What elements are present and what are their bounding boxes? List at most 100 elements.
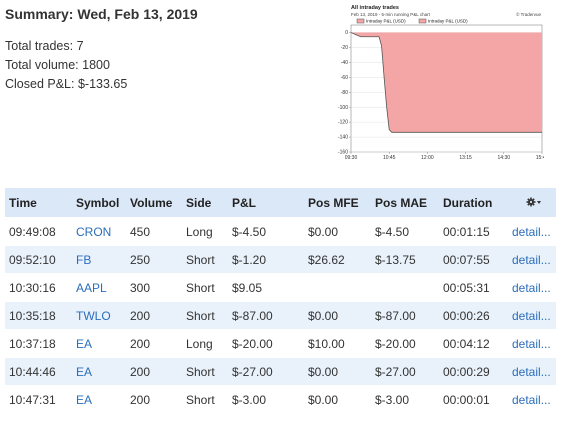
table-header-row: Time Symbol Volume Side P&L Pos MFE Pos … (5, 188, 556, 218)
cell-pos-mfe: $0.00 (304, 385, 371, 413)
cell-side: Short (182, 385, 228, 413)
detail-link[interactable]: detail... (508, 273, 556, 302)
summary-stats: Total trades: 7 Total volume: 1800 Close… (5, 37, 198, 94)
cell-pos-mfe: $0.00 (304, 357, 371, 386)
table-row: 10:37:18 EA 200 Long $-20.00 $10.00 $-20… (5, 329, 556, 358)
table-row: 10:30:16 AAPL 300 Short $9.05 00:05:31 d… (5, 273, 556, 302)
cell-side: Short (182, 301, 228, 330)
cell-side: Long (182, 217, 228, 246)
header-volume[interactable]: Volume (130, 195, 173, 210)
y-tick-label: 0 (345, 30, 348, 36)
y-tick-label: -100 (338, 105, 348, 111)
table-row: 09:49:08 CRON 450 Long $-4.50 $0.00 $-4.… (5, 217, 556, 246)
settings-menu-button[interactable] (508, 188, 556, 218)
header-pos-mfe[interactable]: Pos MFE (308, 195, 359, 210)
cell-duration: 00:04:12 (439, 329, 508, 358)
cell-pos-mae (371, 273, 439, 302)
legend-swatch-2 (418, 18, 427, 24)
summary-panel: Summary: Wed, Feb 13, 2019 Total trades:… (5, 6, 198, 94)
symbol-link[interactable]: CRON (72, 217, 126, 246)
detail-link[interactable]: detail... (508, 217, 556, 246)
detail-link[interactable]: detail... (508, 385, 556, 413)
cell-time: 10:47:31 (5, 385, 72, 413)
table-row: 10:47:31 EA 200 Short $-3.00 $0.00 $-3.0… (5, 385, 556, 413)
legend-entry-2: Intraday P&L (USD) (428, 19, 468, 24)
cell-pos-mfe: $0.00 (304, 217, 371, 246)
cell-pnl: $-1.20 (228, 245, 304, 274)
y-tick-label: -20 (341, 45, 348, 51)
detail-link[interactable]: detail... (508, 329, 556, 358)
cell-time: 10:30:16 (5, 273, 72, 302)
header-side[interactable]: Side (186, 195, 212, 210)
cell-side: Short (182, 245, 228, 274)
cell-volume: 300 (126, 273, 182, 302)
cell-pos-mae: $-20.00 (371, 329, 439, 358)
table-row: 09:52:10 FB 250 Short $-1.20 $26.62 $-13… (5, 245, 556, 274)
summary-title: Summary: Wed, Feb 13, 2019 (5, 6, 198, 22)
x-tick-label: 15:45 (536, 155, 544, 161)
cell-time: 09:49:08 (5, 217, 72, 246)
header-pos-mae[interactable]: Pos MAE (375, 195, 428, 210)
cell-pos-mfe (304, 273, 371, 302)
cell-volume: 450 (126, 217, 182, 246)
detail-link[interactable]: detail... (508, 301, 556, 330)
closed-pnl: Closed P&L: $-133.65 (5, 77, 128, 91)
total-volume: Total volume: 1800 (5, 58, 110, 72)
symbol-link[interactable]: EA (72, 385, 126, 413)
trades-table-container: Time Symbol Volume Side P&L Pos MFE Pos … (5, 188, 556, 413)
cell-pos-mae: $-27.00 (371, 357, 439, 386)
symbol-link[interactable]: EA (72, 329, 126, 358)
cell-duration: 00:00:01 (439, 385, 508, 413)
chart-title: All intraday trades (351, 5, 399, 11)
pnl-area (351, 32, 542, 133)
cell-volume: 200 (126, 357, 182, 386)
cell-pos-mfe: $10.00 (304, 329, 371, 358)
symbol-link[interactable]: AAPL (72, 273, 126, 302)
legend-swatch-1 (356, 18, 365, 24)
cell-time: 10:37:18 (5, 329, 72, 358)
chart-credit: © Tradervue (516, 11, 541, 17)
y-tick-label: -160 (338, 150, 348, 156)
trades-table: Time Symbol Volume Side P&L Pos MFE Pos … (5, 188, 556, 413)
cell-pos-mfe: $26.62 (304, 245, 371, 274)
cell-pnl: $-87.00 (228, 301, 304, 330)
cell-pos-mae: $-13.75 (371, 245, 439, 274)
symbol-link[interactable]: TWLO (72, 301, 126, 330)
cell-time: 09:52:10 (5, 245, 72, 274)
cell-side: Long (182, 329, 228, 358)
cell-pnl: $-20.00 (228, 329, 304, 358)
cell-volume: 200 (126, 301, 182, 330)
header-duration[interactable]: Duration (443, 195, 493, 210)
x-tick-label: 12:00 (421, 155, 434, 161)
symbol-link[interactable]: FB (72, 245, 126, 274)
header-time[interactable]: Time (9, 195, 37, 210)
cell-volume: 200 (126, 329, 182, 358)
cell-pos-mae: $-3.00 (371, 385, 439, 413)
x-tick-label: 10:45 (383, 155, 396, 161)
detail-link[interactable]: detail... (508, 245, 556, 274)
x-tick-label: 13:15 (459, 155, 472, 161)
symbol-link[interactable]: EA (72, 357, 126, 386)
y-tick-label: -120 (338, 120, 348, 126)
chevron-down-icon (537, 200, 541, 204)
cell-volume: 250 (126, 245, 182, 274)
gear-icon[interactable] (526, 196, 542, 210)
header-symbol[interactable]: Symbol (76, 195, 120, 210)
legend-entry-1: Intraday P&L (USD) (366, 19, 406, 24)
header-pnl[interactable]: P&L (232, 195, 256, 210)
pnl-chart-svg: All intraday trades Feb 13, 2019 - 5-min… (338, 5, 544, 161)
x-tick-label: 14:30 (498, 155, 511, 161)
cell-time: 10:35:18 (5, 301, 72, 330)
detail-link[interactable]: detail... (508, 357, 556, 386)
cell-volume: 200 (126, 385, 182, 413)
gear-icon-svg (526, 197, 541, 206)
y-tick-label: -140 (338, 135, 348, 141)
table-row: 10:44:46 EA 200 Short $-27.00 $0.00 $-27… (5, 357, 556, 386)
cell-pos-mae: $-87.00 (371, 301, 439, 330)
cell-duration: 00:00:29 (439, 357, 508, 386)
x-tick-label: 09:30 (345, 155, 358, 161)
cell-pnl: $9.05 (228, 273, 304, 302)
cell-duration: 00:00:26 (439, 301, 508, 330)
cell-pos-mae: $-4.50 (371, 217, 439, 246)
